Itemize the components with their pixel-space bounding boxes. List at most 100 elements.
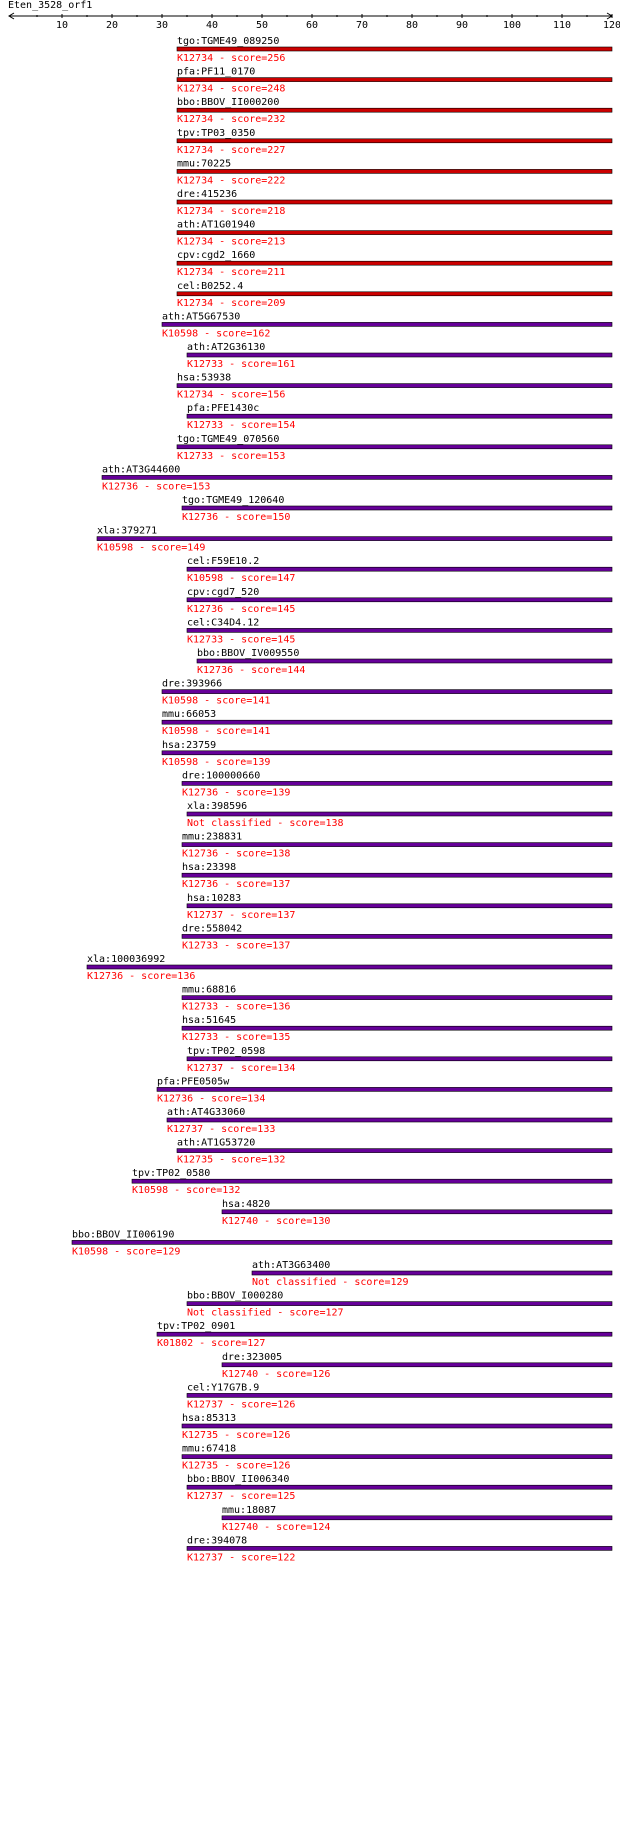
hit-row[interactable]: mmu:18087 K12740 - score=124: [221, 1505, 613, 1533]
hit-score[interactable]: K12733 - score=161: [187, 359, 295, 370]
hit-bar[interactable]: [96, 536, 613, 541]
hit-score[interactable]: K12736 - score=134: [157, 1093, 265, 1104]
hit-bar[interactable]: [176, 138, 613, 144]
hit-bar[interactable]: [221, 1209, 613, 1215]
hit-bar[interactable]: [181, 934, 613, 939]
hit-row[interactable]: dre:415236 K12734 - score=218: [176, 189, 613, 217]
hit-score[interactable]: K12734 - score=248: [177, 84, 285, 95]
hit-bar[interactable]: [221, 1362, 613, 1368]
hit-row[interactable]: xla:379271 K10598 - score=149: [96, 526, 613, 554]
hit-row[interactable]: cel:C34D4.12 K12733 - score=145: [186, 617, 613, 645]
hit-row[interactable]: tpv:TP02_0901 K01802 - score=127: [156, 1321, 613, 1349]
hit-bar[interactable]: [176, 169, 613, 174]
hit-bar[interactable]: [131, 1178, 613, 1184]
hit-row[interactable]: tgo:TGME49_089250 K12734 - score=256: [176, 36, 613, 64]
hit-score[interactable]: K10598 - score=139: [162, 757, 270, 768]
hit-row[interactable]: bbo:BBOV_I000280 Not classified - score=1…: [186, 1291, 613, 1319]
hit-row[interactable]: dre:323005 K12740 - score=126: [221, 1352, 613, 1380]
hit-row[interactable]: hsa:53938 K12734 - score=156: [176, 373, 613, 401]
hit-score[interactable]: Not classified - score=129: [252, 1277, 409, 1288]
hit-bar[interactable]: [196, 658, 613, 664]
hit-bar[interactable]: [181, 842, 613, 847]
hit-bar[interactable]: [176, 107, 613, 113]
hit-bar[interactable]: [181, 995, 613, 1000]
hit-bar[interactable]: [186, 566, 613, 572]
hit-score[interactable]: K12736 - score=153: [102, 481, 210, 492]
hit-score[interactable]: K10598 - score=149: [97, 543, 205, 554]
hit-score[interactable]: K12736 - score=138: [182, 849, 290, 860]
hit-bar[interactable]: [156, 1331, 613, 1337]
hit-bar[interactable]: [181, 1423, 613, 1429]
hit-score[interactable]: K12736 - score=136: [87, 971, 195, 982]
hit-bar[interactable]: [186, 1484, 613, 1490]
hit-row[interactable]: pfa:PF11_0170 K12734 - score=248: [176, 67, 613, 95]
hit-row[interactable]: bbo:BBOV_II006190 K10598 - score=129: [71, 1229, 613, 1257]
hit-row[interactable]: tpv:TP02_0598 K12737 - score=134: [186, 1046, 613, 1074]
hit-bar[interactable]: [181, 505, 613, 511]
hit-score[interactable]: K10598 - score=162: [162, 328, 270, 339]
hit-row[interactable]: pfa:PFE0505w K12736 - score=134: [156, 1076, 613, 1104]
hit-score[interactable]: K01802 - score=127: [157, 1338, 265, 1349]
hit-score[interactable]: K12740 - score=126: [222, 1369, 330, 1380]
hit-row[interactable]: dre:100000660 K12736 - score=139: [181, 770, 613, 798]
hit-score[interactable]: K12740 - score=130: [222, 1216, 330, 1227]
hit-bar[interactable]: [186, 597, 613, 603]
hit-score[interactable]: K12736 - score=150: [182, 512, 290, 523]
hit-row[interactable]: ath:AT4G33060 K12737 - score=133: [166, 1107, 613, 1135]
hit-row[interactable]: mmu:70225 K12734 - score=222: [176, 158, 613, 186]
hit-score[interactable]: K12733 - score=145: [187, 634, 295, 645]
hit-score[interactable]: K12736 - score=139: [182, 787, 290, 798]
hit-row[interactable]: ath:AT1G53720 K12735 - score=132: [176, 1138, 613, 1166]
hit-score[interactable]: K12737 - score=133: [167, 1124, 275, 1135]
hit-score[interactable]: K12737 - score=122: [187, 1552, 295, 1563]
hit-bar[interactable]: [156, 1087, 613, 1092]
hit-row[interactable]: tgo:TGME49_120640 K12736 - score=150: [181, 495, 613, 523]
hit-bar[interactable]: [161, 750, 613, 756]
hit-bar[interactable]: [186, 903, 613, 909]
hit-bar[interactable]: [186, 628, 613, 633]
hit-row[interactable]: ath:AT1G01940 K12734 - score=213: [176, 220, 613, 248]
hit-score[interactable]: K12740 - score=124: [222, 1522, 330, 1533]
hit-score[interactable]: K12733 - score=136: [182, 1002, 290, 1013]
hit-row[interactable]: mmu:67418 K12735 - score=126: [181, 1444, 613, 1472]
hit-bar[interactable]: [166, 1117, 613, 1123]
hit-row[interactable]: dre:558042 K12733 - score=137: [181, 923, 613, 951]
hit-row[interactable]: cel:Y17G7B.9 K12737 - score=126: [186, 1382, 613, 1410]
hit-bar[interactable]: [161, 689, 613, 694]
hit-score[interactable]: K10598 - score=141: [162, 726, 270, 737]
hit-bar[interactable]: [176, 291, 613, 297]
hit-score[interactable]: K12736 - score=144: [197, 665, 305, 676]
hit-score[interactable]: K12737 - score=126: [187, 1399, 295, 1410]
hit-row[interactable]: tpv:TP03_0350 K12734 - score=227: [176, 128, 613, 156]
hit-score[interactable]: K12733 - score=154: [187, 420, 295, 431]
hit-row[interactable]: mmu:66053 K10598 - score=141: [161, 709, 613, 737]
hit-score[interactable]: K10598 - score=141: [162, 696, 270, 707]
hit-row[interactable]: cpv:cgd2_1660 K12734 - score=211: [176, 250, 613, 278]
hit-bar[interactable]: [86, 964, 613, 970]
hit-score[interactable]: K12737 - score=137: [187, 910, 295, 921]
hit-bar[interactable]: [176, 46, 613, 52]
hit-row[interactable]: cpv:cgd7_520 K12736 - score=145: [186, 587, 613, 615]
hit-row[interactable]: ath:AT5G67530 K10598 - score=162: [161, 311, 613, 339]
hit-score[interactable]: K12737 - score=134: [187, 1063, 295, 1074]
hit-score[interactable]: K12733 - score=137: [182, 940, 290, 951]
hit-bar[interactable]: [186, 1301, 613, 1306]
hit-score[interactable]: K12737 - score=125: [187, 1491, 295, 1502]
hit-row[interactable]: tpv:TP02_0580 K10598 - score=132: [131, 1168, 613, 1196]
hit-score[interactable]: K10598 - score=147: [187, 573, 295, 584]
hit-row[interactable]: xla:398596 Not classified - score=138: [186, 801, 613, 829]
hit-bar[interactable]: [181, 872, 613, 878]
hit-row[interactable]: ath:AT3G44600 K12736 - score=153: [101, 464, 613, 492]
hit-row[interactable]: cel:F59E10.2 K10598 - score=147: [186, 556, 613, 584]
hit-score[interactable]: K12735 - score=126: [182, 1430, 290, 1441]
hit-bar[interactable]: [176, 444, 613, 450]
hit-score[interactable]: K12734 - score=156: [177, 390, 285, 401]
hit-score[interactable]: K12734 - score=209: [177, 298, 285, 309]
hit-score[interactable]: K12734 - score=213: [177, 237, 285, 248]
hit-score[interactable]: K12734 - score=218: [177, 206, 285, 217]
hit-row[interactable]: pfa:PFE1430c K12733 - score=154: [186, 403, 613, 431]
hit-bar[interactable]: [186, 352, 613, 358]
hit-bar[interactable]: [176, 230, 613, 235]
hit-row[interactable]: hsa:23398 K12736 - score=137: [181, 862, 613, 890]
hit-row[interactable]: dre:393966 K10598 - score=141: [161, 679, 613, 707]
